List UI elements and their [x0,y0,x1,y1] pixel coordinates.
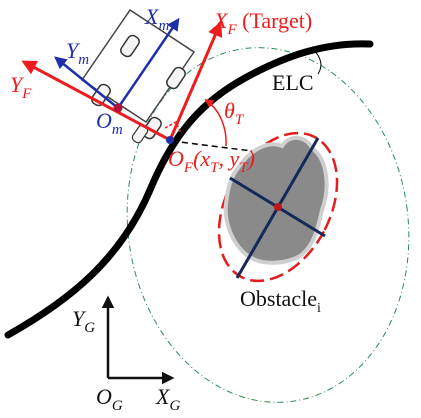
ym-label-sub: m [78,52,89,68]
xm-axis-arrow [116,17,180,109]
yg-label-main: Y [72,306,87,331]
yf-label: YF [10,72,32,102]
xf-axis-arrow [168,21,223,141]
horizontal-reference-line [171,140,253,152]
om-label: Om [96,108,123,138]
obstacle-center [274,203,282,211]
ym-label: Ym [66,38,89,68]
theta-label-sub: T [235,112,245,128]
om-label-main: O [96,108,112,133]
obstacle-blob-icon [223,136,329,265]
elc-label: ELC [272,70,314,95]
ym-axis-arrow [54,56,119,109]
yf-axis-arrow [21,60,171,142]
xf-label: XF (Target) [213,8,312,38]
robot-wheel-front-right [166,66,186,90]
obstacle-label: Obstaclei [240,286,321,316]
og-label-main: O [96,384,112,409]
xf-label-suffix: (Target) [237,8,313,33]
xg-label-main: X [155,384,171,409]
og-label: OG [96,384,123,414]
of-label-coord-sub2: T [239,160,249,176]
obstacle [217,131,339,283]
xm-label-sub: m [158,18,169,34]
theta-label-main: θ [224,98,235,123]
of-label-coord-sub1: T [210,160,220,176]
of-label-comma: , y [219,146,240,171]
yf-label-sub: F [21,86,32,102]
of-label-close: ) [246,146,255,171]
og-label-sub: G [112,398,123,414]
xf-label-main: X [213,8,229,33]
right-angle-marker [164,120,182,134]
obstacle-label-sub: i [317,301,321,316]
obstacle-label-main: Obstacle [240,286,317,311]
of-label-main: O [168,146,184,171]
robot-wheel-front-left [120,34,140,58]
of-label: OF(xT, yT) [168,146,255,176]
theta-label: θT [224,98,245,128]
elc-path [4,40,374,339]
of-point [166,136,174,144]
ym-label-main: Y [66,38,81,63]
xm-label: Xm [144,4,169,34]
yf-label-main: Y [10,72,25,97]
om-point [113,103,123,113]
safety-circle [126,47,410,403]
of-label-coord: (x [193,146,210,171]
theta-arc [204,98,227,147]
om-label-sub: m [112,122,123,138]
xm-label-main: X [144,4,160,29]
xg-label-sub: G [169,398,180,414]
yg-label: YG [72,306,95,336]
of-label-sub: F [183,160,194,176]
xg-label: XG [155,384,180,414]
xf-label-sub: F [226,22,237,38]
yg-label-sub: G [84,320,95,336]
elc-leader-line [311,47,322,75]
